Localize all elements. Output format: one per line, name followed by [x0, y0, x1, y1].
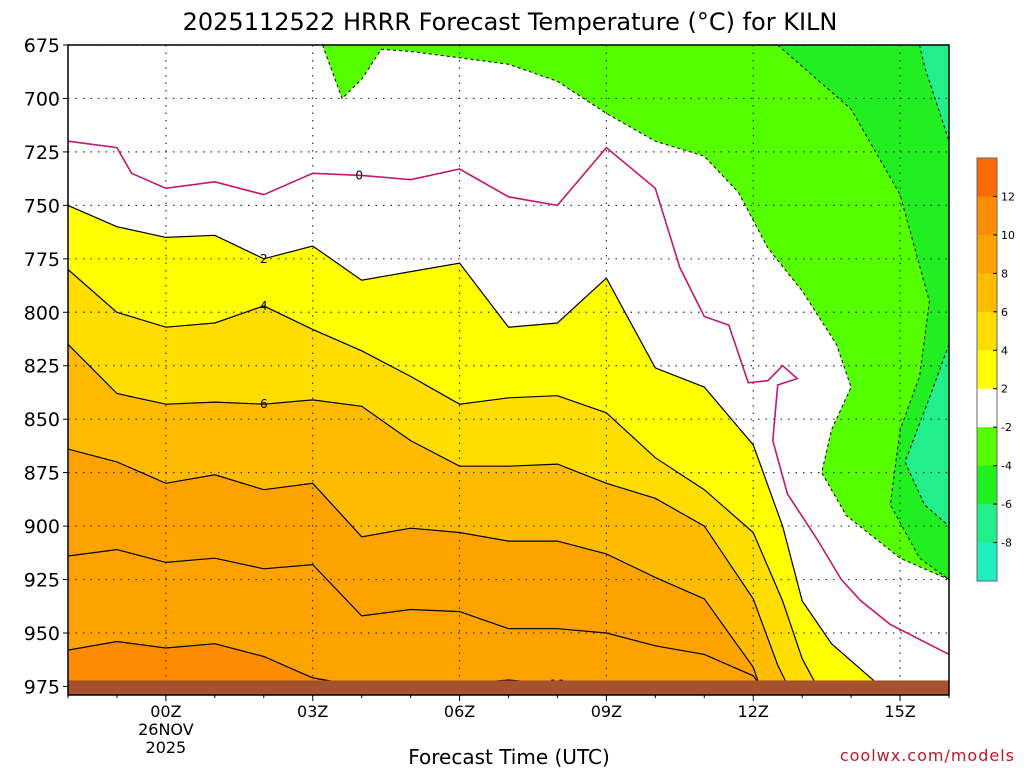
x-tick-label: 12Z [738, 702, 769, 721]
contour-line-6 [67, 343, 793, 696]
contour-line--6 [919, 44, 950, 142]
plot-area: 024610 [67, 44, 950, 696]
chart-title: 2025112522 HRRR Forecast Temperature (°C… [183, 8, 838, 36]
contour-label: 2 [260, 252, 268, 266]
contour-line--4 [777, 44, 950, 580]
contour-line-0 [67, 140, 950, 656]
y-tick-label: 875 [24, 463, 60, 485]
colorbar-tick-label: 12 [1001, 190, 1015, 203]
contour-line-8 [67, 448, 764, 696]
colorbar-swatch [977, 542, 997, 582]
colorbar-tick-label: -4 [1001, 460, 1012, 473]
y-tick-label: 775 [24, 249, 60, 271]
contour-line-2 [67, 204, 876, 683]
y-tick-label: 950 [24, 623, 60, 645]
colorbar-swatch [977, 350, 997, 390]
colorbar-swatch [977, 465, 997, 505]
colorbar-tick-label: 10 [1001, 229, 1015, 242]
colorbar: 12 10 8 6 4 2 -2 -4 -6 -8 [976, 157, 1015, 582]
contour-label: 6 [260, 397, 268, 411]
colorbar-border [976, 157, 998, 582]
colorbar-swatch [977, 196, 997, 236]
colorbar-swatch [977, 388, 997, 428]
ground-strip [68, 680, 949, 695]
colorbar-swatch [977, 158, 997, 197]
contour-line--6 [904, 344, 950, 527]
y-tick-label: 825 [24, 356, 60, 378]
contour-label: 0 [355, 168, 363, 182]
y-tick-label: 725 [24, 142, 60, 164]
colorbar-swatch [977, 311, 997, 351]
y-tick-label: 975 [24, 676, 60, 698]
colorbar-swatch [977, 427, 997, 467]
colorbar-tick-label: -6 [1001, 498, 1012, 511]
y-tick-label: 700 [24, 88, 60, 110]
x-axis-label: Forecast Time (UTC) [408, 745, 610, 768]
y-tick-label: 900 [24, 516, 60, 538]
colorbar-swatch [977, 234, 997, 274]
credit-text: coolwx.com/models [840, 746, 1015, 765]
y-tick-label: 800 [24, 302, 60, 324]
colorbar-tick-label: -8 [1001, 537, 1012, 550]
contour-line-4 [67, 269, 823, 696]
y-tick-label: 850 [24, 409, 60, 431]
y-tick-label: 675 [24, 35, 60, 57]
x-tick-label: 03Z [297, 702, 328, 721]
x-tick-label: 00Z [150, 702, 181, 721]
x-tick-sublabel: 2025 [146, 738, 187, 757]
cold-band-minus4 [777, 45, 949, 580]
colorbar-tick-label: -2 [1001, 421, 1012, 434]
colorbar-tick-label: 2 [1001, 383, 1008, 396]
y-axis: 675 700 725 750 775 800 825 850 875 900 925 950 975 [24, 35, 68, 698]
contour-label: 4 [260, 299, 268, 313]
colorbar-swatch [977, 504, 997, 544]
x-tick-sublabel: 26NOV [138, 720, 194, 739]
colorbar-tick-label: 6 [1001, 306, 1008, 319]
y-tick-label: 750 [24, 195, 60, 217]
contour-line-9 [67, 548, 769, 696]
x-tick-label: 15Z [884, 702, 915, 721]
cold-band-minus2 [322, 45, 949, 580]
cold-band-minus6 [919, 45, 949, 142]
colorbar-tick-label: 8 [1001, 267, 1008, 280]
cold-band-minus6-b [905, 344, 949, 527]
colorbar-swatch [977, 273, 997, 313]
x-tick-label: 09Z [591, 702, 622, 721]
y-tick-label: 925 [24, 570, 60, 592]
x-tick-label: 06Z [444, 702, 475, 721]
colorbar-tick-label: 4 [1001, 344, 1008, 357]
